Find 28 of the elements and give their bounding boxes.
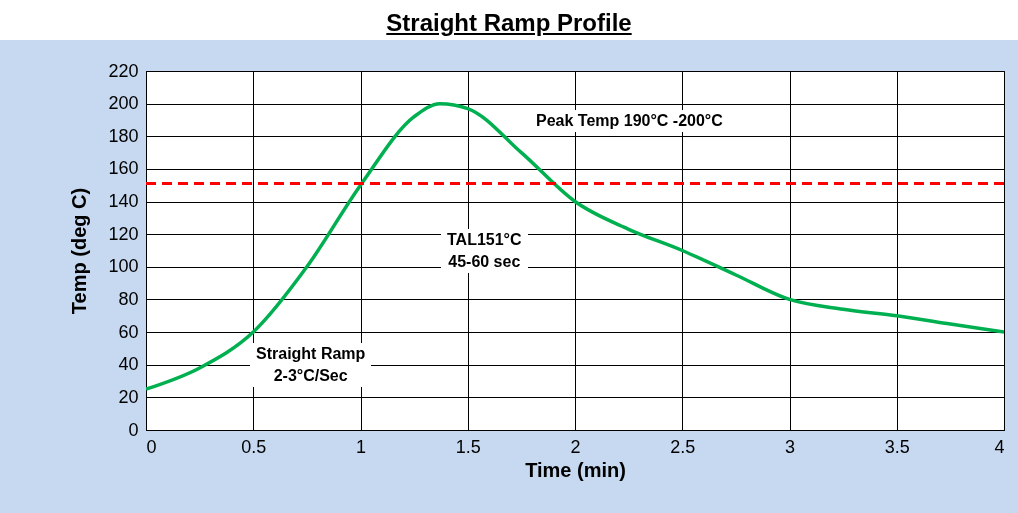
annotation: Peak Temp 190°C -200°C [530,110,729,132]
y-tick-label: 100 [108,256,139,277]
x-tick-label: 2 [570,436,581,457]
x-tick-label: 1.5 [455,436,481,457]
y-tick-label: 60 [118,321,139,342]
y-tick-label: 200 [108,93,139,114]
x-tick-label: 3 [784,436,796,457]
x-tick-label: 4 [994,436,1005,457]
annotation: TAL151°C 45-60 sec [441,229,528,273]
y-tick-label: 0 [128,419,139,440]
y-tick-label: 180 [108,125,139,146]
y-tick-label: 40 [118,354,139,375]
y-tick-label: 140 [108,191,139,212]
y-tick-label: 160 [108,158,139,179]
y-tick-label: 120 [108,223,139,244]
x-tick-label: 2.5 [670,436,696,457]
x-tick-label: 0 [146,436,157,457]
chart-title: Straight Ramp Profile [385,8,633,38]
x-tick-label: 0.5 [241,436,267,457]
y-tick-label: 20 [118,386,139,407]
x-tick-label: 3.5 [884,436,910,457]
x-axis-title: Time (min) [525,458,626,481]
y-axis-title: Temp (deg C) [68,187,91,315]
x-tick-label: 1 [355,436,367,457]
line-series [146,101,1004,391]
y-tick-label: 80 [118,288,139,309]
y-tick-label: 220 [108,60,139,81]
annotation: Straight Ramp 2-3°C/Sec [250,343,372,387]
